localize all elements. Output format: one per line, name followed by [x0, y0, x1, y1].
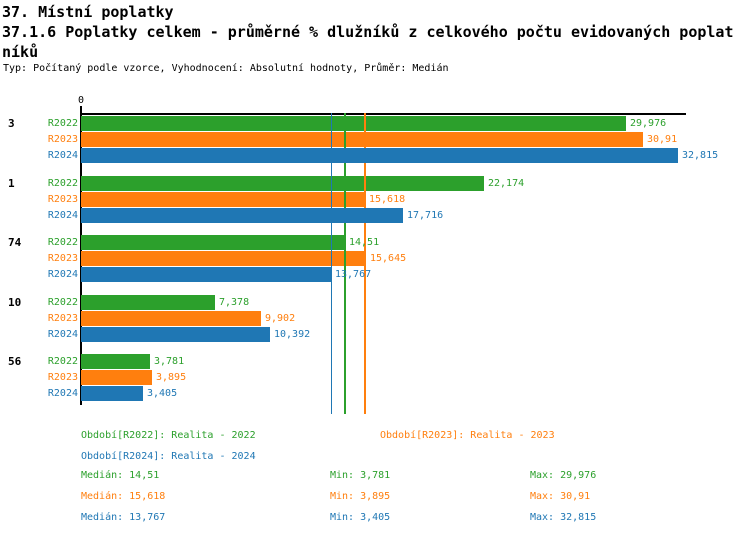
series-row-label: R2024 — [47, 209, 78, 221]
bar-value-label: 22,174 — [488, 177, 525, 189]
bar-value-label: 17,716 — [407, 209, 444, 221]
bar-value-label: 3,895 — [156, 372, 187, 383]
series-row-label: R2024 — [47, 150, 78, 161]
series-row-label: R2023 — [47, 372, 78, 383]
series-row-label: R2022 — [47, 356, 78, 367]
series-row-label: R2024 — [47, 269, 78, 280]
bar-value-label: 30,91 — [647, 134, 678, 145]
bar-value-label: 15,618 — [369, 193, 406, 205]
series-row-label: R2024 — [47, 328, 78, 340]
bar-value-label: 3,405 — [147, 388, 178, 399]
x-axis-zero-tick-label: 0 — [77, 95, 85, 106]
series-row-label: R2022 — [47, 177, 78, 189]
series-row-label: R2023 — [47, 312, 78, 324]
bar-chart: 0 3 R2022 29,976 R2023 30,91 R2024 32,815 1 R202… — [8, 95, 719, 414]
group-label: 56 — [8, 355, 22, 368]
median-line-r2023 — [364, 113, 366, 414]
series-row-label: R2022 — [47, 237, 78, 248]
stat-min-r2023: Min: 3,895 — [330, 491, 391, 502]
stat-median-r2023: Medián: 15,618 — [81, 491, 166, 502]
bar-value-label: 29,976 — [630, 118, 667, 129]
series-row-label: R2022 — [47, 118, 78, 129]
bar-value-label: 13,767 — [335, 269, 372, 280]
bar-r2022 — [81, 354, 150, 369]
series-row-label: R2023 — [47, 193, 78, 205]
legend-item-r2024: Období[R2024]: Realita - 2024 — [81, 451, 256, 462]
bar-value-label: 10,392 — [274, 328, 311, 340]
stat-max-r2024: Max: 32,815 — [530, 512, 597, 523]
stat-median-r2022: Medián: 14,51 — [81, 470, 160, 481]
bar-r2022 — [81, 235, 345, 250]
stat-min-r2024: Min: 3,405 — [330, 512, 391, 523]
bar-r2023 — [81, 132, 643, 147]
bar-value-label: 7,378 — [219, 296, 250, 308]
group-label: 3 — [8, 117, 15, 130]
bar-r2024 — [81, 207, 403, 223]
median-line-r2022 — [344, 113, 346, 414]
bar-r2023 — [81, 310, 261, 326]
series-row-label: R2023 — [47, 253, 78, 264]
series-row-label: R2023 — [47, 134, 78, 145]
bar-r2022 — [81, 116, 626, 131]
legend-item-r2023: Období[R2023]: Realita - 2023 — [380, 430, 555, 441]
bar-value-label: 32,815 — [682, 150, 719, 161]
bar-value-label: 15,645 — [370, 253, 407, 264]
series-row-label: R2024 — [47, 388, 78, 399]
stat-max-r2023: Max: 30,91 — [530, 491, 591, 502]
bar-r2022 — [81, 294, 215, 310]
series-row-label: R2022 — [47, 296, 78, 308]
bar-r2022 — [81, 175, 484, 191]
bar-value-label: 9,902 — [265, 312, 296, 324]
bar-value-label: 3,781 — [154, 356, 185, 367]
bar-r2024 — [81, 267, 331, 282]
bar-r2024 — [81, 326, 270, 342]
group-label: 10 — [8, 295, 22, 309]
median-line-r2024 — [330, 113, 333, 414]
indicator-title-line2: níků — [2, 43, 39, 61]
bar-r2023 — [81, 251, 366, 266]
bar-r2024 — [81, 148, 678, 163]
legend-item-r2022: Období[R2022]: Realita - 2022 — [81, 430, 256, 441]
bar-r2024 — [81, 386, 143, 401]
stat-max-r2022: Max: 29,976 — [530, 470, 597, 481]
bar-value-label: 14,51 — [349, 237, 380, 248]
report-section-title: 37. Místní poplatky — [2, 3, 174, 21]
group-label: 74 — [8, 236, 22, 249]
x-axis-top-line — [81, 113, 686, 115]
bar-r2023 — [81, 370, 152, 385]
indicator-meta: Typ: Počítaný podle vzorce, Vyhodnocení:… — [3, 63, 449, 74]
stat-min-r2022: Min: 3,781 — [330, 470, 391, 481]
stat-median-r2024: Medián: 13,767 — [81, 512, 166, 523]
indicator-title-line1: 37.1.6 Poplatky celkem - průměrné % dluž… — [2, 23, 734, 41]
group-label: 1 — [8, 176, 15, 190]
bar-r2023 — [81, 191, 365, 207]
